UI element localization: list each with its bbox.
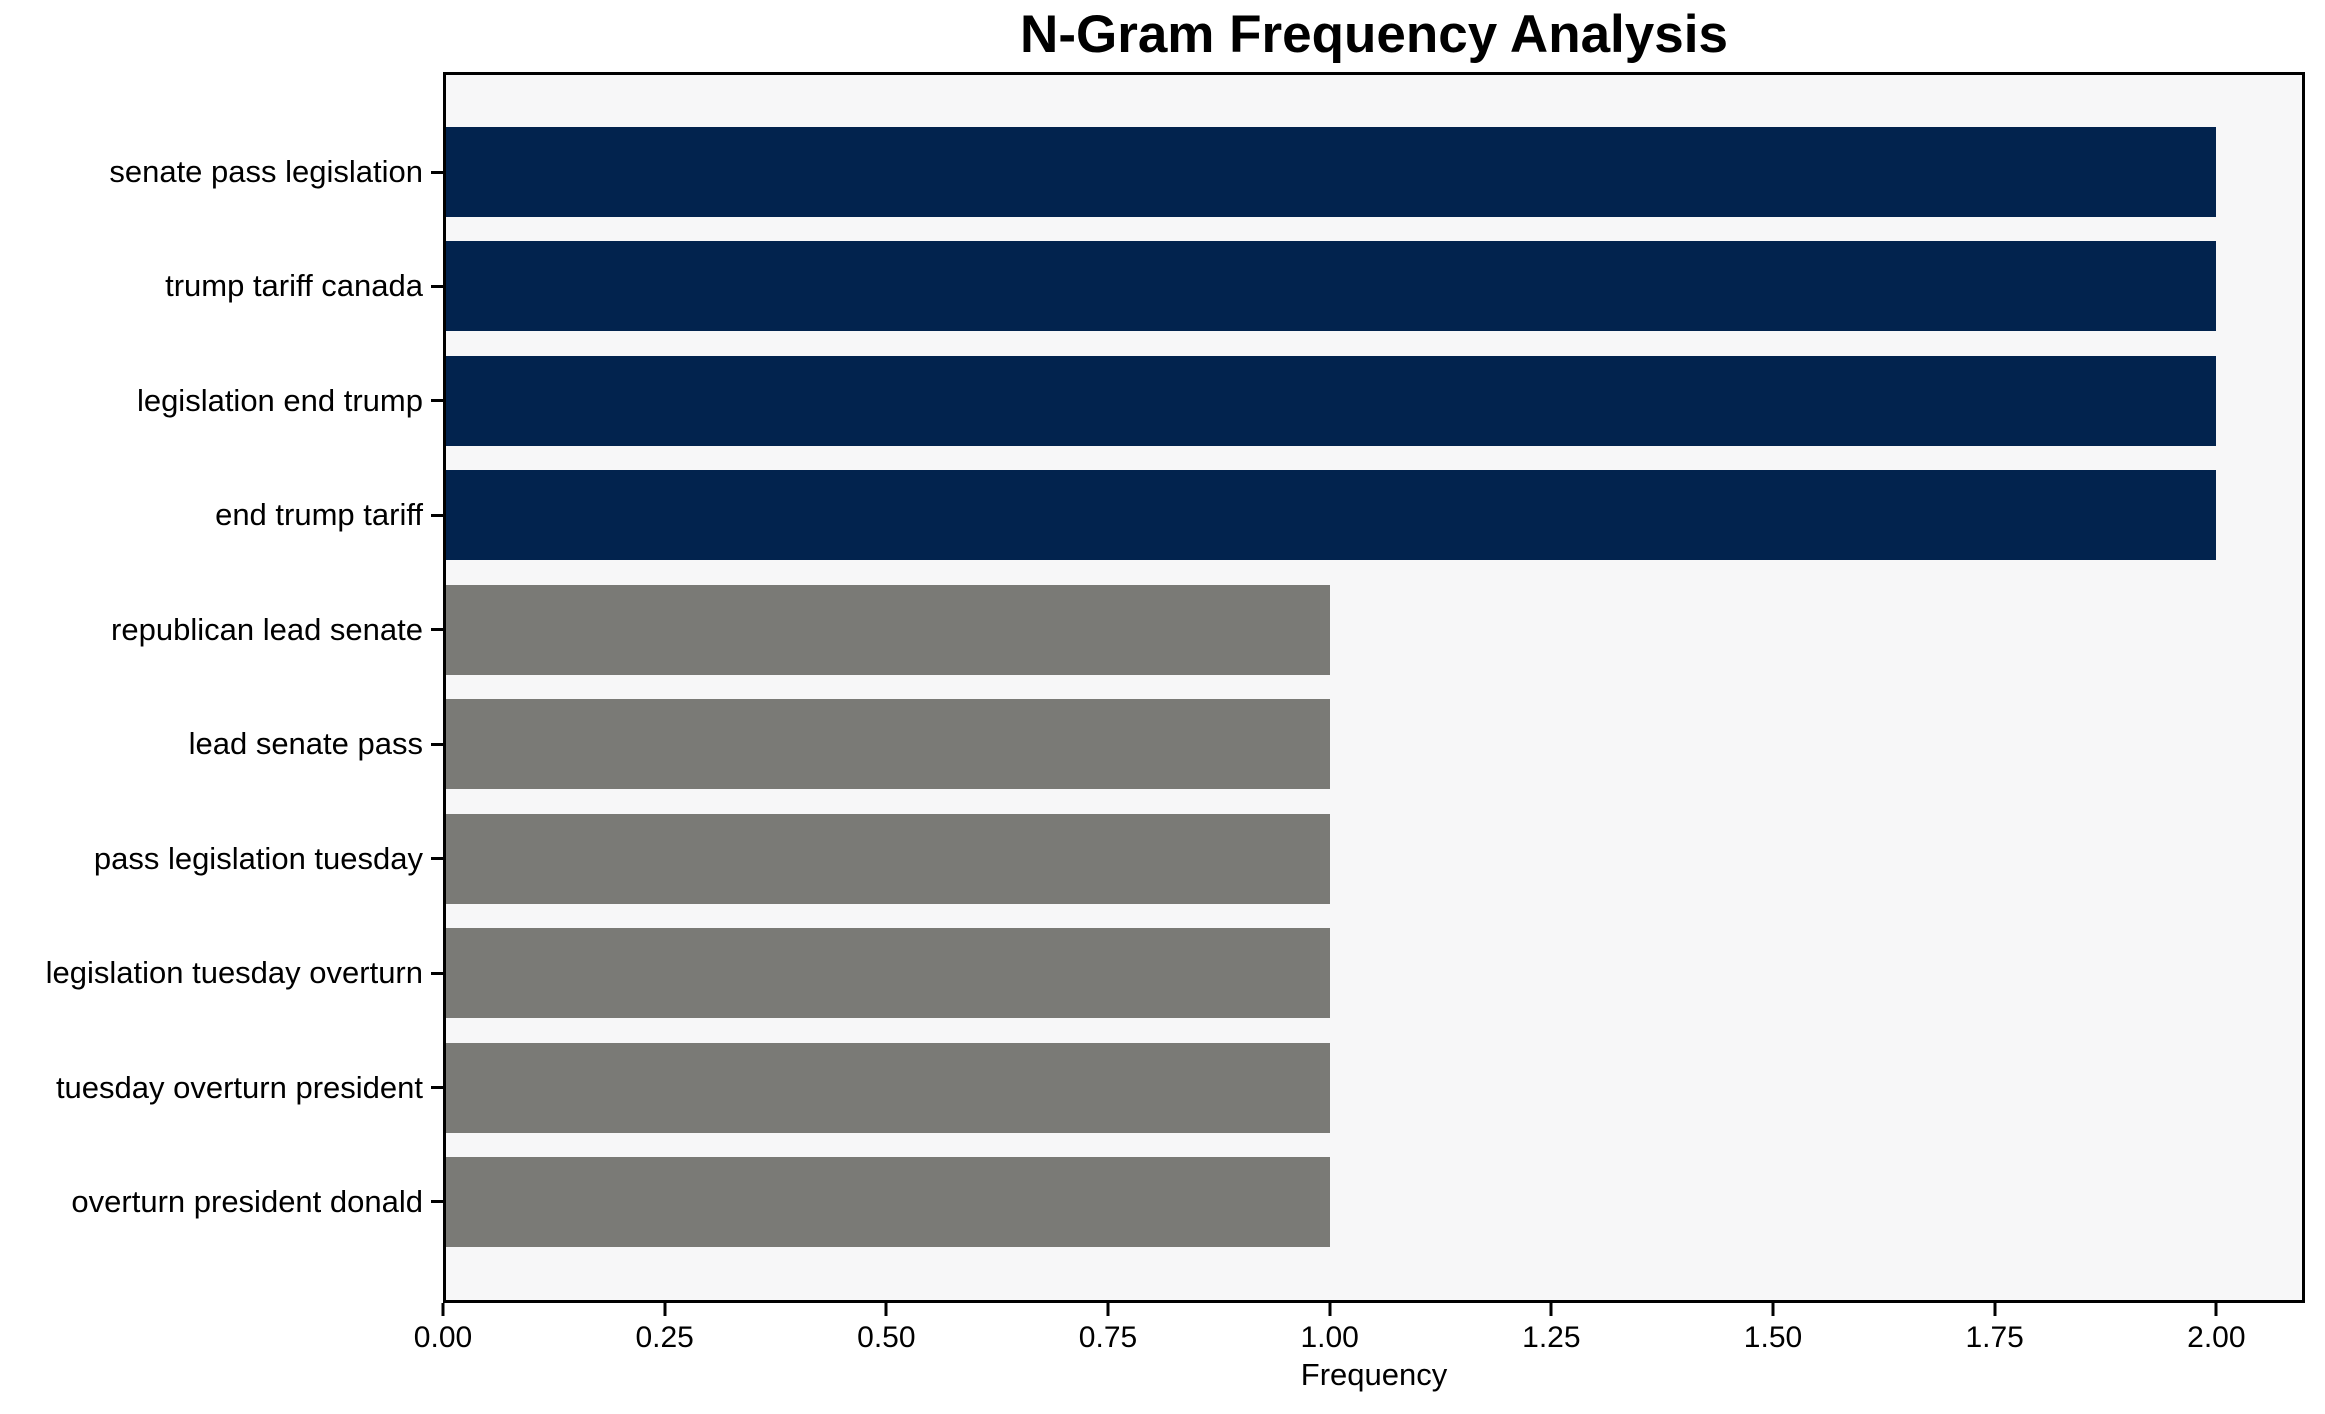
bar-row [443,699,2305,790]
bar-row [443,355,2305,446]
x-tick-mark [2214,1303,2218,1316]
x-tick-mark [1106,1303,1110,1316]
y-tick-mark [431,971,443,975]
y-tick-mark [431,857,443,861]
bar-row [443,1042,2305,1133]
bar [443,1042,1330,1133]
y-axis-label-row: legislation end trump [0,356,443,446]
y-axis-label: tuesday overturn president [55,1069,423,1105]
bar-row [443,1156,2305,1247]
y-tick-mark [431,1086,443,1089]
bar [443,355,2217,446]
x-tick-mark [884,1303,888,1316]
chart-title: N-Gram Frequency Analysis [1020,5,1728,64]
y-axis-label-row: overturn president donald [0,1157,443,1247]
y-axis-label-row: senate pass legislation [0,127,443,217]
y-tick-mark [431,742,443,746]
y-axis-label-row: pass legislation tuesday [0,814,443,904]
bar [443,241,2217,332]
y-axis-label: legislation tuesday overturn [45,955,423,991]
y-axis-label-row: trump tariff canada [0,241,443,331]
y-axis-label-row: legislation tuesday overturn [0,928,443,1018]
bar [443,1156,1330,1247]
y-axis-label-row: tuesday overturn president [0,1043,443,1133]
y-tick-mark [431,628,443,632]
x-tick-label: 1.25 [1522,1321,1581,1354]
x-tick-label: 0.75 [1078,1321,1138,1354]
y-tick-mark [431,284,443,288]
x-axis: 0.00 0.25 0.50 0.75 1.00 1.25 1.50 1.75 2.00 [414,1303,2305,1367]
x-tick-label: 1.75 [1965,1321,2024,1354]
x-axis-title: Frequency [1300,1357,1448,1392]
x-tick-label: 1.50 [1743,1321,1803,1354]
x-tick-mark [441,1303,445,1316]
y-axis-label: trump tariff canada [165,268,423,304]
x-tick-mark [1771,1303,1775,1316]
y-axis-label: end trump tariff [215,497,423,533]
y-tick-mark [431,513,443,517]
bar [443,699,1330,790]
bar [443,813,1330,904]
y-axis-label-row: lead senate pass [0,699,443,789]
bar-row [443,813,2305,904]
y-axis-label: lead senate pass [188,726,423,762]
x-tick-label: 2.00 [2187,1321,2246,1354]
bar-row [443,584,2305,675]
x-tick-mark [1328,1303,1332,1316]
y-axis-label: republican lead senate [111,611,423,647]
bar [443,127,2217,217]
y-axis-label: senate pass legislation [109,154,423,189]
y-axis-label: overturn president donald [71,1183,423,1219]
bar-row [443,470,2305,561]
bar [443,470,2217,561]
y-axis-label: pass legislation tuesday [93,840,423,876]
y-tick-mark [431,1200,443,1204]
bars-container [443,72,2305,1303]
y-tick-mark [431,170,443,174]
bar-row [443,241,2305,332]
bar-row [443,928,2305,1019]
y-axis-label: legislation end trump [136,382,423,418]
bar [443,584,1330,675]
bar [443,928,1330,1019]
x-tick-label: 1.00 [1300,1321,1359,1354]
bar-row [443,127,2305,217]
y-tick-mark [431,399,443,403]
x-tick-mark [1993,1303,1997,1316]
x-tick-label: 0.50 [857,1321,916,1354]
x-tick-label: 0.25 [635,1321,694,1354]
y-axis-label-row: end trump tariff [0,470,443,560]
y-axis-labels: senate pass legislation trump tariff cana… [0,72,443,1303]
x-tick-mark [663,1303,667,1316]
x-tick-label: 0.00 [413,1321,473,1354]
x-tick-mark [1549,1303,1553,1316]
y-axis-label-row: republican lead senate [0,585,443,675]
